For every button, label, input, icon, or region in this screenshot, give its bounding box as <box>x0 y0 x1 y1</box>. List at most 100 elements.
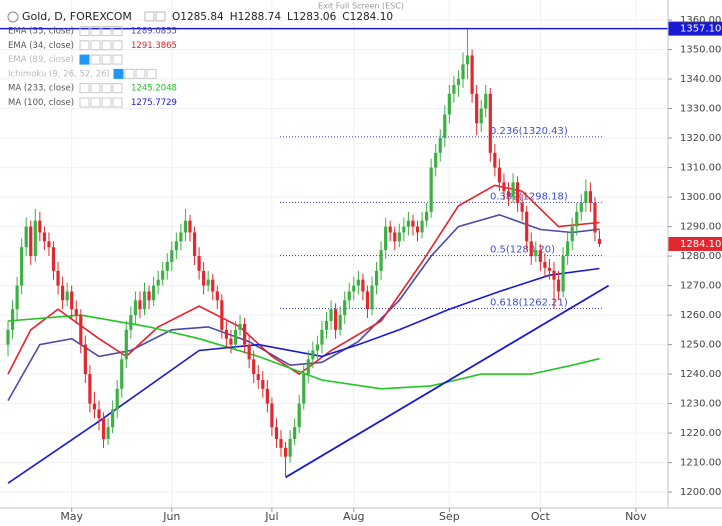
legend-value: 1291.3865 <box>131 41 177 51</box>
legend-button <box>90 83 101 94</box>
level-tag <box>668 21 722 36</box>
candle-body <box>51 247 56 271</box>
candle-body <box>47 241 51 248</box>
legend-button <box>113 68 124 79</box>
candle-body <box>393 232 397 242</box>
candle-body <box>315 344 319 351</box>
candle-body <box>42 232 46 242</box>
candle-body <box>415 226 420 233</box>
candle-body <box>74 309 78 316</box>
indicator-line <box>7 267 600 484</box>
x-tick-label: Jul <box>264 510 278 523</box>
candle-body <box>288 438 292 457</box>
legend-button <box>112 40 123 51</box>
candle-body <box>420 220 424 233</box>
candle-body <box>597 238 602 244</box>
legend-name: EMA (55, close) <box>8 27 74 37</box>
candle-body <box>329 309 333 321</box>
legend-button <box>101 40 112 51</box>
candle-body <box>520 202 524 212</box>
y-tick-label: 1360.00 <box>680 15 721 26</box>
candle-body <box>475 93 479 124</box>
candle-body <box>338 315 342 330</box>
ohlc-readout: O1285.84 H1288.74 L1283.06 C1284.10 <box>172 11 393 23</box>
candle-body <box>283 447 288 457</box>
y-tick-label: 1350.00 <box>680 45 721 56</box>
legend-value: 1289.0855 <box>131 27 177 37</box>
candle-body <box>579 202 583 212</box>
candle-body <box>206 279 210 286</box>
candle-body <box>56 270 60 286</box>
candle-body <box>111 409 115 428</box>
indicator-line <box>7 213 600 401</box>
candle-body <box>142 291 147 310</box>
plot: 0.236(1320.43)0.382(1298.18)0.5(1280.20)… <box>6 28 610 484</box>
candle-body <box>38 220 42 233</box>
candle-body <box>570 226 574 242</box>
y-tick-label: 1330.00 <box>680 104 721 115</box>
y-tick-label: 1310.00 <box>680 163 721 174</box>
candle-body <box>297 403 301 428</box>
ohlc-name: H <box>230 11 238 23</box>
y-tick-label: 1320.00 <box>680 133 721 144</box>
candle-body <box>324 320 329 330</box>
candle-body <box>15 285 19 310</box>
candle-body <box>493 152 497 168</box>
legend-button <box>90 97 101 108</box>
level-label: 1357.10 <box>680 24 721 35</box>
legend-name: EMA (34, close) <box>8 41 74 51</box>
candle-body <box>220 300 224 330</box>
candle-body <box>174 241 178 251</box>
candle-body <box>434 152 438 168</box>
candle-body <box>406 220 410 227</box>
candle-body <box>352 285 356 292</box>
y-tick-label: 1340.00 <box>680 74 721 85</box>
legend-button <box>90 26 101 36</box>
candle-body <box>20 247 24 286</box>
header-button <box>155 11 166 22</box>
candle-body <box>152 285 156 301</box>
candle-body <box>411 220 415 227</box>
exit-fullscreen[interactable]: Exit Full Screen (ESC) <box>318 2 404 11</box>
candle-body <box>179 232 183 242</box>
candle-body <box>470 55 474 94</box>
candle-body <box>170 250 174 262</box>
candle-body <box>88 374 92 404</box>
ohlc-name: C <box>342 11 349 23</box>
candle-body <box>311 350 315 360</box>
candle-body <box>165 261 169 271</box>
candle-body <box>438 138 442 153</box>
candle-body <box>61 285 65 301</box>
candle-body <box>465 55 470 65</box>
candle-body <box>488 93 492 153</box>
candle-body <box>361 279 365 292</box>
legend-button <box>90 40 101 51</box>
candle-body <box>443 114 447 139</box>
candle-body <box>447 93 451 115</box>
candle-body <box>293 427 297 439</box>
candle-body <box>516 182 520 203</box>
legend-button <box>79 83 90 94</box>
candle-body <box>279 438 283 448</box>
candle-body <box>547 267 552 271</box>
candle-body <box>561 256 565 292</box>
y-tick-label: 1270.00 <box>680 281 721 292</box>
candle-body <box>484 93 488 109</box>
candle-body <box>529 241 533 257</box>
candle-body <box>370 285 374 310</box>
legend-button <box>101 83 112 94</box>
candle-body <box>525 211 529 242</box>
candle-body <box>138 300 142 310</box>
y-tick-label: 1210.00 <box>680 458 721 469</box>
legend-button <box>79 54 90 65</box>
candle-body <box>215 291 219 301</box>
candle-body <box>556 279 561 292</box>
candle-body <box>6 329 10 345</box>
candle-body <box>511 182 515 198</box>
legend-value: 1275.7729 <box>131 98 177 108</box>
y-tick-label: 1250.00 <box>680 340 721 351</box>
candle-body <box>374 270 379 286</box>
candle-body <box>552 270 556 280</box>
